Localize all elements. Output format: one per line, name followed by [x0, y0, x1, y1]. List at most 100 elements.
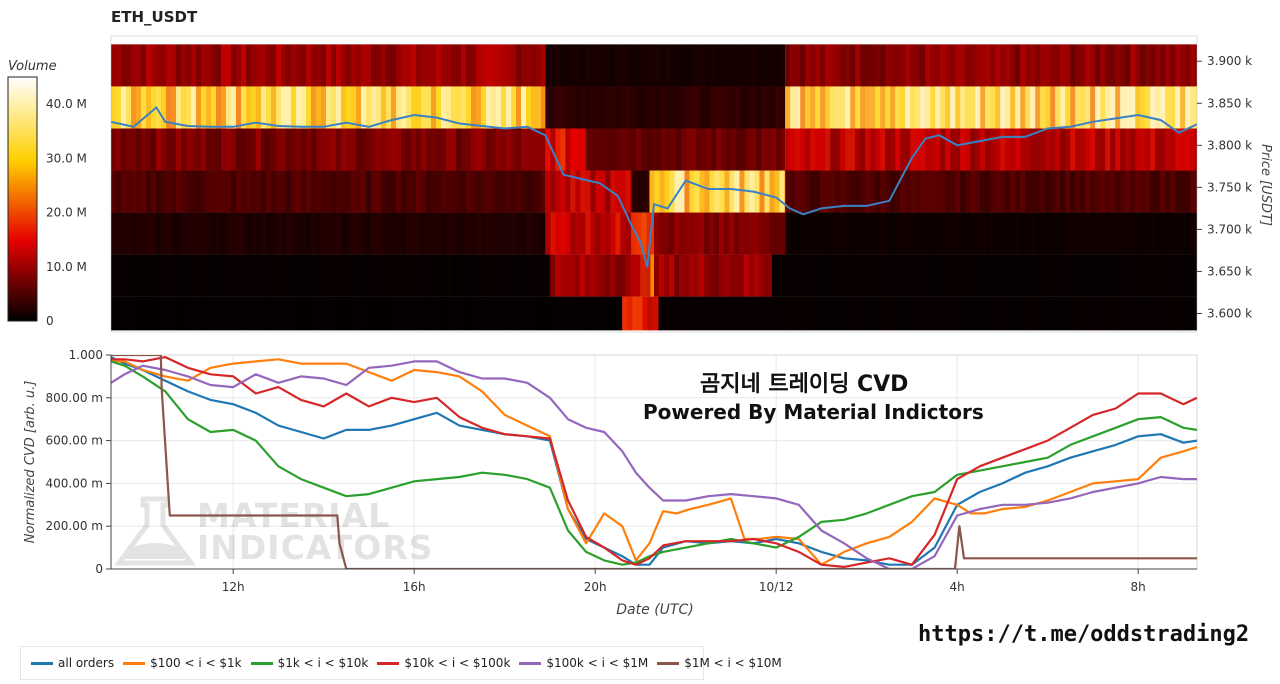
- heatmap-cell: [746, 128, 752, 171]
- heatmap-cell: [476, 170, 481, 213]
- legend-swatch: [250, 661, 273, 665]
- heatmap-cell: [545, 86, 551, 129]
- heatmap-cell: [569, 254, 575, 297]
- heatmap-cell: [601, 128, 607, 171]
- heatmap-cell: [985, 170, 991, 213]
- series-line-4: [111, 360, 1197, 569]
- heatmap-cell: [820, 128, 826, 171]
- legend-item[interactable]: all orders: [31, 656, 114, 670]
- heatmap-cell: [461, 86, 466, 129]
- heatmap-cell: [446, 44, 451, 87]
- heatmap-cell: [781, 128, 786, 171]
- heatmap-cell: [650, 44, 656, 87]
- heatmap-cell: [356, 86, 361, 129]
- heatmap-cell: [261, 86, 266, 129]
- price-tick-label: 3.900 k: [1207, 54, 1252, 68]
- heatmap-cell: [580, 212, 586, 255]
- heatmap-cell: [706, 128, 712, 171]
- heatmap-cell: [481, 128, 486, 171]
- heatmap-cell: [714, 170, 720, 213]
- heatmap-cell: [526, 296, 531, 331]
- heatmap-cell: [1088, 296, 1094, 331]
- series-line-3: [111, 356, 1197, 568]
- heatmap-cell: [246, 86, 251, 129]
- heatmap-cell: [501, 296, 506, 331]
- heatmap-cell: [351, 296, 356, 331]
- heatmap-cell: [541, 254, 546, 297]
- heatmap-cell: [1071, 254, 1077, 297]
- heatmap-cell: [216, 212, 221, 255]
- heatmap-cell: [196, 296, 201, 331]
- price-tick-label: 3.600 k: [1207, 307, 1252, 321]
- heatmap-cell: [1155, 86, 1161, 129]
- heatmap-cell: [870, 128, 876, 171]
- heatmap-cell: [1070, 170, 1076, 213]
- legend-item[interactable]: $100 < i < $1k: [123, 656, 242, 670]
- heatmap-cell: [565, 170, 571, 213]
- heatmap-cell: [1105, 86, 1111, 129]
- heatmap-cell: [231, 128, 236, 171]
- heatmap-cell: [898, 296, 904, 331]
- heatmap-cell: [885, 86, 891, 129]
- heatmap-cell: [795, 44, 801, 87]
- heatmap-cell: [921, 254, 927, 297]
- heatmap-cell: [536, 44, 541, 87]
- heatmap-cell: [1190, 170, 1196, 213]
- heatmap-cell: [990, 212, 996, 255]
- heatmap-cell: [966, 254, 972, 297]
- heatmap-cell: [166, 212, 171, 255]
- heatmap-cell: [431, 254, 436, 297]
- heatmap-cell: [920, 212, 926, 255]
- heatmap-cell: [201, 212, 206, 255]
- heatmap-cell: [1178, 296, 1184, 331]
- heatmap-cell: [580, 86, 586, 129]
- heatmap-cell: [1036, 254, 1042, 297]
- legend-item[interactable]: $100k < i < $1M: [519, 656, 648, 670]
- heatmap-cell: [426, 86, 431, 129]
- heatmap-cell: [451, 296, 456, 331]
- heatmap-cell: [895, 170, 901, 213]
- heatmap-cell: [421, 44, 426, 87]
- heatmap-cell: [1105, 170, 1111, 213]
- heatmap-cell: [865, 44, 871, 87]
- watermark-line1: MATERIAL: [197, 496, 391, 535]
- heatmap-cell: [456, 86, 461, 129]
- heatmap-cell: [1175, 170, 1181, 213]
- heatmap-cell: [853, 296, 859, 331]
- heatmap-cell: [1065, 170, 1071, 213]
- legend-item[interactable]: $1M < i < $10M: [657, 656, 782, 670]
- heatmap-cell: [391, 44, 396, 87]
- heatmap-cell: [810, 44, 816, 87]
- flask-icon: [114, 496, 196, 566]
- heatmap-cell: [620, 170, 626, 213]
- heatmap-cell: [629, 254, 635, 297]
- legend-label: $10k < i < $100k: [404, 656, 511, 670]
- telegram-link[interactable]: https://t.me/oddstrading2: [918, 622, 1250, 647]
- heatmap-cell: [808, 296, 814, 331]
- heatmap-cell: [885, 212, 891, 255]
- heatmap-cell: [1090, 44, 1096, 87]
- heatmap-cell: [126, 296, 131, 331]
- heatmap-cell: [651, 128, 657, 171]
- heatmap-cell: [1080, 170, 1086, 213]
- y-tick-label: 0: [95, 562, 103, 576]
- heatmap-cell: [1135, 212, 1141, 255]
- heatmap-cell: [496, 44, 501, 87]
- heatmap-cell: [306, 44, 311, 87]
- heatmap-cell: [865, 86, 871, 129]
- heatmap-cell: [396, 170, 401, 213]
- heatmap-cell: [376, 128, 381, 171]
- heatmap-cell: [1085, 86, 1091, 129]
- legend-item[interactable]: $10k < i < $100k: [377, 656, 510, 670]
- heatmap-cell: [545, 212, 551, 255]
- heatmap-cell: [915, 212, 921, 255]
- heatmap-cell: [151, 44, 156, 87]
- heatmap-cell: [586, 296, 591, 331]
- heatmap-cell: [131, 170, 136, 213]
- heatmap-cell: [151, 86, 156, 129]
- heatmap-cell: [371, 296, 376, 331]
- heatmap-cell: [256, 170, 261, 213]
- heatmap-cell: [1073, 296, 1079, 331]
- heatmap-cell: [281, 254, 286, 297]
- legend-item[interactable]: $1k < i < $10k: [250, 656, 368, 670]
